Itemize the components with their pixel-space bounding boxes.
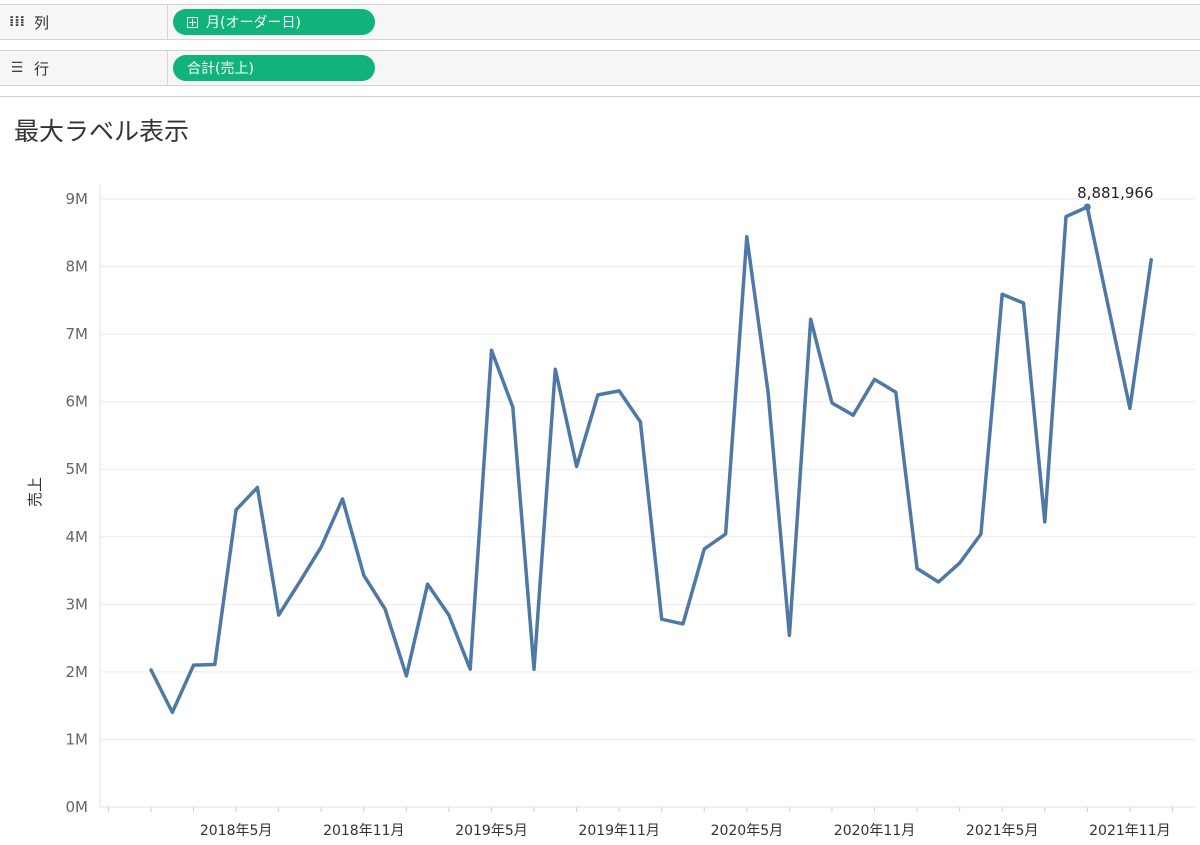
x-tick-label: 2021年5月 — [966, 823, 1039, 839]
y-tick-label: 7M — [66, 325, 89, 343]
x-tick-label: 2020年11月 — [834, 823, 915, 839]
y-axis-label: 売上 — [26, 477, 44, 507]
y-tick-label: 1M — [66, 730, 89, 748]
y-tick-label: 0M — [66, 798, 89, 816]
y-tick-label: 3M — [66, 595, 89, 613]
month-order-date-pill[interactable]: 月(オーダー日) — [173, 9, 375, 35]
x-tick-label: 2020年5月 — [711, 823, 784, 839]
chart-title: 最大ラベル表示 — [14, 117, 190, 146]
expand-plus-icon[interactable] — [187, 16, 198, 28]
rows-shelf: ☰ 行 合計(売上) — [0, 50, 1200, 86]
series: 8,881,966 — [149, 184, 1153, 715]
rows-icon: ☰ — [10, 60, 24, 76]
y-tick-label: 4M — [66, 528, 89, 546]
columns-shelf-label: ⁞⁞⁞ 列 — [0, 5, 168, 39]
max-point[interactable] — [1083, 203, 1091, 211]
x-tick-label: 2018年5月 — [200, 823, 273, 839]
sales-line — [149, 205, 1153, 715]
x-tick-label: 2019年5月 — [455, 823, 528, 839]
pill-text: 合計(売上) — [187, 61, 254, 77]
pill-text: 月(オーダー日) — [206, 15, 301, 31]
rows-shelf-label: ☰ 行 — [0, 51, 168, 85]
y-tick-label: 9M — [66, 190, 89, 208]
x-tick-label: 2019年11月 — [578, 823, 659, 839]
columns-icon: ⁞⁞⁞ — [9, 14, 25, 30]
y-tick-label: 2M — [66, 663, 89, 681]
rows-label-text: 行 — [34, 59, 50, 78]
y-tick-label: 5M — [66, 460, 89, 478]
sum-sales-pill[interactable]: 合計(売上) — [173, 55, 375, 81]
x-tick-label: 2021年11月 — [1089, 823, 1170, 839]
columns-label-text: 列 — [34, 13, 50, 32]
y-tick-label: 6M — [66, 393, 89, 411]
y-axis: 0M 1M 2M 3M 4M 5M 6M 7M 8M 9M — [66, 185, 101, 816]
x-axis: 2018年5月 2018年11月 2019年5月 2019年11月 2020年5月 202… — [100, 806, 1195, 839]
max-data-label: 8,881,966 — [1077, 184, 1153, 202]
x-tick-label: 2018年11月 — [323, 823, 404, 839]
shelf-separator — [0, 96, 1200, 97]
columns-shelf: ⁞⁞⁞ 列 月(オーダー日) — [0, 4, 1200, 40]
y-tick-label: 8M — [66, 258, 89, 276]
